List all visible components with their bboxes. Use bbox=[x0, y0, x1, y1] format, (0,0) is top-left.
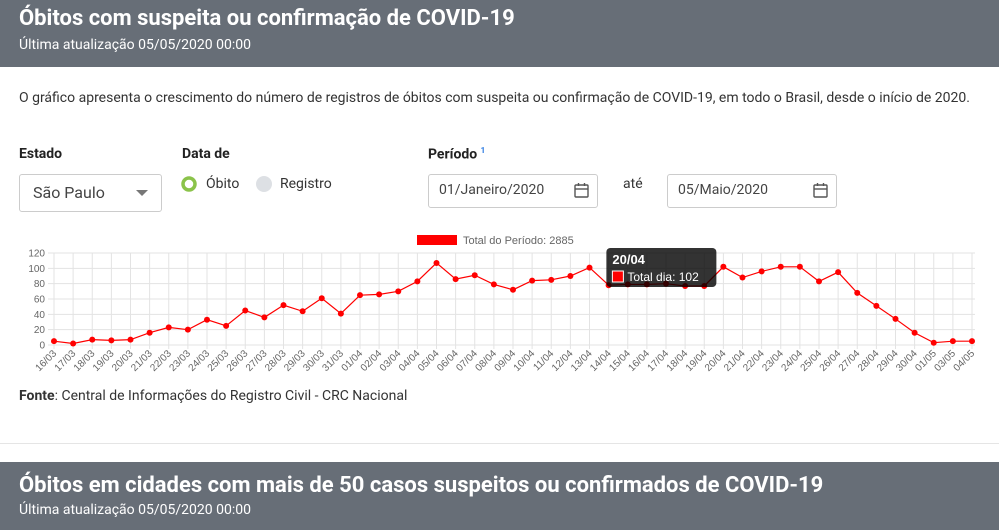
point bbox=[89, 336, 96, 343]
point bbox=[510, 286, 516, 293]
point bbox=[892, 315, 899, 322]
point bbox=[969, 338, 975, 345]
chart: 02040608010012016/0317/0318/0319/0320/03… bbox=[28, 235, 978, 374]
point bbox=[337, 310, 344, 317]
y-tick-label: 20 bbox=[34, 325, 46, 336]
point bbox=[108, 337, 115, 344]
point bbox=[854, 289, 861, 296]
header: Óbitos com suspeita ou confirmação de CO… bbox=[0, 0, 999, 67]
point bbox=[873, 302, 880, 309]
point bbox=[796, 263, 803, 270]
point bbox=[490, 281, 497, 288]
title: Óbitos com suspeita ou confirmação de CO… bbox=[19, 6, 515, 31]
point bbox=[777, 263, 784, 270]
separator: até bbox=[623, 176, 643, 192]
point bbox=[280, 302, 287, 309]
point bbox=[395, 288, 402, 295]
point bbox=[299, 308, 306, 315]
point bbox=[720, 263, 727, 270]
description: O gráfico apresenta o crescimento do núm… bbox=[19, 90, 970, 106]
point bbox=[949, 338, 956, 345]
label: Estado bbox=[19, 146, 63, 162]
x-tick-label: 04/05 bbox=[952, 348, 978, 374]
point bbox=[758, 268, 765, 275]
select[interactable]: São Paulo bbox=[19, 174, 162, 212]
point bbox=[548, 276, 555, 283]
title: Óbitos em cidades com mais de 50 casos s… bbox=[19, 473, 824, 498]
source-label: Fonte bbox=[19, 388, 55, 404]
point bbox=[146, 329, 153, 336]
tooltip-text: Total dia: 102 bbox=[627, 270, 699, 284]
radio[interactable] bbox=[256, 176, 272, 192]
section-header: Óbitos em cidades com mais de 50 casos s… bbox=[0, 462, 999, 530]
y-tick-label: 60 bbox=[34, 295, 46, 306]
y-tick-label: 40 bbox=[34, 310, 46, 321]
source-text: : Central de Informações do Registro Civ… bbox=[54, 388, 408, 404]
date-input[interactable]: 01/Janeiro/2020 bbox=[428, 174, 598, 208]
date-value: 05/Maio/2020 bbox=[678, 182, 768, 198]
point bbox=[586, 264, 593, 271]
y-tick-label: 0 bbox=[39, 341, 45, 352]
label-text: Período bbox=[428, 146, 478, 163]
tooltip-box bbox=[606, 248, 717, 287]
date-input[interactable]: 05/Maio/2020 bbox=[667, 174, 837, 208]
y-tick-label: 80 bbox=[34, 279, 46, 290]
tooltip: 20/04 Total dia: 102 bbox=[606, 248, 717, 287]
label: Período 1 bbox=[428, 146, 485, 163]
note: 1 bbox=[480, 146, 486, 155]
radio-label: Registro bbox=[280, 176, 332, 192]
point bbox=[70, 340, 77, 347]
point bbox=[204, 316, 210, 323]
point bbox=[911, 329, 918, 336]
point bbox=[261, 314, 268, 321]
point bbox=[223, 322, 230, 329]
divider bbox=[0, 443, 999, 444]
point bbox=[739, 274, 746, 281]
point bbox=[357, 292, 363, 299]
label: Data de bbox=[182, 146, 230, 162]
calendar-icon bbox=[574, 183, 589, 198]
source: Fonte: Central de Informações do Registr… bbox=[19, 388, 407, 404]
subtitle: Última atualização 05/05/2020 00:00 bbox=[19, 37, 251, 53]
tooltip-swatch bbox=[611, 270, 624, 283]
radio-label: Óbito bbox=[206, 176, 240, 192]
point bbox=[318, 295, 325, 302]
radio-checked[interactable] bbox=[181, 176, 197, 192]
date-value: 01/Janeiro/2020 bbox=[439, 182, 545, 198]
point bbox=[567, 273, 574, 279]
x-tick-label: 10/04 bbox=[512, 348, 538, 374]
point bbox=[51, 338, 57, 345]
caret bbox=[136, 190, 148, 196]
y-tick-label: 100 bbox=[28, 264, 45, 275]
point bbox=[529, 277, 536, 284]
point bbox=[816, 278, 822, 285]
calendar-icon bbox=[813, 183, 828, 198]
legend-swatch bbox=[417, 235, 457, 245]
point bbox=[127, 336, 134, 343]
point bbox=[414, 278, 421, 285]
point bbox=[433, 259, 440, 266]
point bbox=[471, 272, 478, 279]
point bbox=[242, 307, 249, 314]
legend-label: Total do Período: 2885 bbox=[463, 235, 574, 247]
y-tick-label: 120 bbox=[28, 249, 45, 260]
select-value: São Paulo bbox=[33, 183, 105, 202]
point bbox=[930, 339, 937, 346]
point bbox=[452, 276, 459, 283]
point bbox=[184, 326, 191, 333]
tooltip-title: 20/04 bbox=[612, 252, 645, 267]
point bbox=[376, 291, 383, 298]
point bbox=[165, 324, 172, 331]
point bbox=[835, 269, 842, 276]
subtitle: Última atualização 05/05/2020 00:00 bbox=[19, 502, 251, 518]
